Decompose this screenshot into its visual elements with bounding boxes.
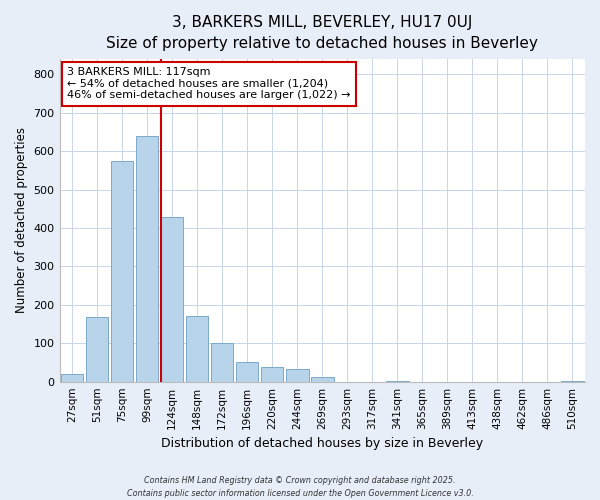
Y-axis label: Number of detached properties: Number of detached properties [15, 128, 28, 314]
Text: Contains HM Land Registry data © Crown copyright and database right 2025.
Contai: Contains HM Land Registry data © Crown c… [127, 476, 473, 498]
Bar [61, 374, 83, 382]
Bar [86, 317, 109, 382]
Text: 3 BARKERS MILL: 117sqm
← 54% of detached houses are smaller (1,204)
46% of semi-: 3 BARKERS MILL: 117sqm ← 54% of detached… [67, 67, 351, 100]
Bar [261, 367, 283, 382]
Bar [236, 362, 259, 382]
Bar [311, 377, 334, 382]
Bar [386, 381, 409, 382]
Bar [186, 316, 208, 382]
X-axis label: Distribution of detached houses by size in Beverley: Distribution of detached houses by size … [161, 437, 484, 450]
Bar [136, 136, 158, 382]
Bar [561, 381, 584, 382]
Bar [286, 369, 308, 382]
Bar [111, 161, 133, 382]
Bar [161, 216, 184, 382]
Bar [211, 344, 233, 382]
Title: 3, BARKERS MILL, BEVERLEY, HU17 0UJ
Size of property relative to detached houses: 3, BARKERS MILL, BEVERLEY, HU17 0UJ Size… [106, 15, 538, 51]
